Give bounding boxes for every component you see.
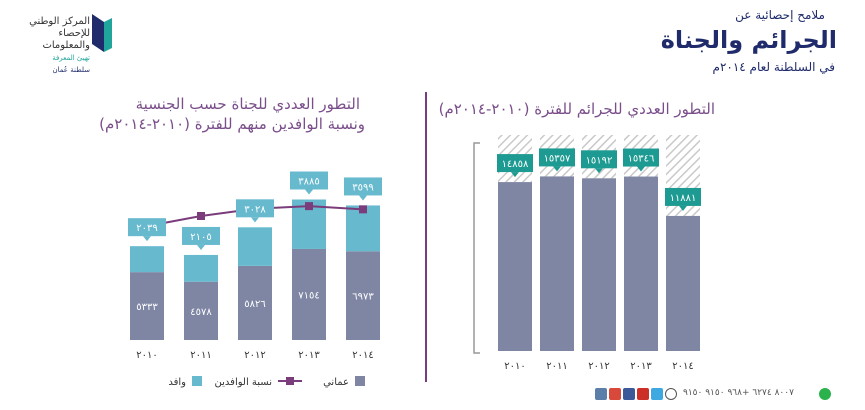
expat-ratio-point — [359, 205, 367, 214]
bar-expat — [238, 227, 272, 266]
right-chart: ١٤٨٥٨ ١٥٣٥٧ ١٥١٩٢ ١٥٣٤٦ ١١٨٨١ ٢٠١٠ ٢٠١١ ٢٠١٢ ٢٠… — [473, 135, 701, 372]
bar-omani — [184, 281, 218, 340]
right-chart-bracket — [473, 142, 480, 354]
x-tick-label: ٢٠١٠ — [136, 350, 157, 361]
legend-expat-swatch — [192, 376, 202, 386]
logo-text-3: والمعلومات — [42, 40, 90, 51]
omani-value-label: ٥٨٢٦ — [244, 299, 265, 310]
x-tick-label: ٢٠١١ — [190, 350, 211, 361]
expat-ratio-point — [305, 202, 313, 211]
omani-value-label: ٧١٥٤ — [298, 290, 319, 301]
bar-omani — [130, 272, 164, 340]
instagram-icon[interactable] — [595, 388, 607, 400]
logo-mark-icon — [92, 14, 112, 52]
crimes-label-pointer — [553, 166, 561, 172]
bar-expat — [130, 246, 164, 273]
x-tick-label: ٢٠١٢ — [588, 361, 609, 372]
crimes-label-pointer — [637, 166, 645, 172]
logo-country: سلطنة عُمان — [52, 66, 90, 74]
x-tick-label: ٢٠١١ — [546, 361, 567, 372]
crimes-value-label: ١٥٣٤٦ — [628, 154, 655, 165]
logo: المركز الوطني للإحصاء والمعلومات تهيئ ال… — [0, 0, 130, 85]
bar-crimes — [540, 176, 574, 351]
left-chart-title-1: التطور العددي للجناة حسب الجنسية — [135, 95, 360, 113]
expat-label-pointer — [305, 189, 313, 195]
crimes-label-box — [665, 187, 701, 206]
right-chart-title: التطور العددي للجرائم للفترة (٢٠١٠-٢٠١٤م… — [438, 100, 715, 118]
expat-label-pointer — [197, 244, 205, 250]
footer-phone-numbers: ٨٠٠٧ ٦٢٧٤ +٩٦٨ ٩١٥٠ ٩١٥٠ — [683, 388, 794, 398]
expat-ratio-point — [197, 212, 205, 220]
phone-icon[interactable] — [665, 388, 677, 400]
bar-omani — [292, 248, 326, 340]
bar-crimes — [582, 178, 616, 351]
bar-crimes — [666, 215, 700, 351]
facebook-icon[interactable] — [623, 388, 635, 400]
crimes-label-pointer — [595, 168, 603, 174]
bar-omani — [238, 265, 272, 340]
expat-label-box — [290, 171, 328, 190]
legend-ratio-marker — [286, 377, 294, 385]
logo-text-1: المركز الوطني — [29, 16, 90, 27]
x-tick-label: ٢٠١٤ — [352, 350, 373, 361]
left-chart: ٥٣٣٣ ٢٠٣٩ ٤٥٧٨ ٢١٠٥ ٥٨٢٦ ٣٠٢٨ ٧١٥٤ ٣٨٨٥ ٦٩٧٣ ٣٥٩٩… — [128, 171, 382, 388]
google-plus-icon[interactable] — [609, 388, 621, 400]
chart-divider — [425, 92, 427, 382]
x-tick-label: ٢٠١٣ — [630, 361, 652, 372]
footer-contacts: ٨٠٠٧ ٦٢٧٤ +٩٦٨ ٩١٥٠ ٩١٥٠ — [595, 388, 835, 404]
omani-value-label: ٦٩٧٣ — [352, 292, 374, 303]
x-tick-label: ٢٠١٤ — [672, 361, 693, 372]
expat-value-label: ٣٠٢٨ — [244, 204, 266, 215]
page-title: الجرائم والجناة — [660, 26, 837, 54]
omani-value-label: ٤٥٧٨ — [190, 307, 212, 318]
left-chart-legend: عماني نسبة الوافدين وافد — [168, 376, 365, 388]
legend-omani-swatch — [355, 376, 365, 386]
expat-value-label: ٣٨٨٥ — [298, 177, 319, 188]
legend-omani-label: عماني — [323, 377, 349, 388]
crimes-label-pointer — [511, 172, 519, 178]
crimes-value-label: ١٥٣٥٧ — [544, 153, 571, 164]
bar-expat — [184, 254, 218, 282]
expat-label-pointer — [251, 217, 259, 223]
omani-value-label: ٥٣٣٣ — [136, 302, 158, 313]
x-tick-label: ٢٠١٠ — [504, 361, 525, 372]
crimes-value-label: ١٥١٩٢ — [586, 155, 613, 166]
logo-text-2: للإحصاء — [58, 28, 90, 39]
expat-value-label: ٣٥٩٩ — [352, 182, 373, 193]
crimes-value-label: ١٤٨٥٨ — [502, 159, 529, 170]
header-year-line: في السلطنة لعام ٢٠١٤م — [712, 60, 836, 74]
legend-expat-label: وافد — [168, 377, 186, 388]
crimes-label-box — [539, 148, 575, 167]
expat-label-box — [128, 218, 166, 237]
crimes-label-box — [581, 150, 617, 169]
expat-label-box — [236, 199, 274, 218]
logo-tagline: تهيئ المعرفة — [52, 54, 90, 62]
crimes-label-pointer — [679, 205, 687, 211]
x-tick-label: ٢٠١٣ — [298, 350, 320, 361]
expat-label-pointer — [143, 236, 151, 242]
expat-label-box — [182, 226, 220, 245]
twitter-icon[interactable] — [651, 388, 663, 400]
expat-label-box — [344, 177, 382, 196]
bar-crimes — [624, 176, 658, 351]
header-subtitle: ملامح إحصائية عن — [735, 8, 825, 22]
crimes-value-label: ١١٨٨١ — [670, 193, 697, 204]
expat-value-label: ٢١٠٥ — [190, 232, 211, 243]
crimes-label-box — [497, 154, 533, 173]
bar-omani — [346, 251, 380, 340]
expat-label-pointer — [359, 195, 367, 201]
crimes-label-box — [623, 148, 659, 167]
legend-ratio-label: نسبة الوافدين — [215, 377, 272, 388]
youtube-icon[interactable] — [637, 388, 649, 400]
expat-value-label: ٢٠٣٩ — [136, 223, 157, 234]
left-chart-title-2: ونسبة الوافدين منهم للفترة (٢٠١٠-٢٠١٤م) — [99, 115, 365, 133]
x-tick-label: ٢٠١٢ — [244, 350, 265, 361]
whatsapp-icon[interactable] — [819, 388, 831, 400]
bar-crimes — [498, 182, 532, 351]
